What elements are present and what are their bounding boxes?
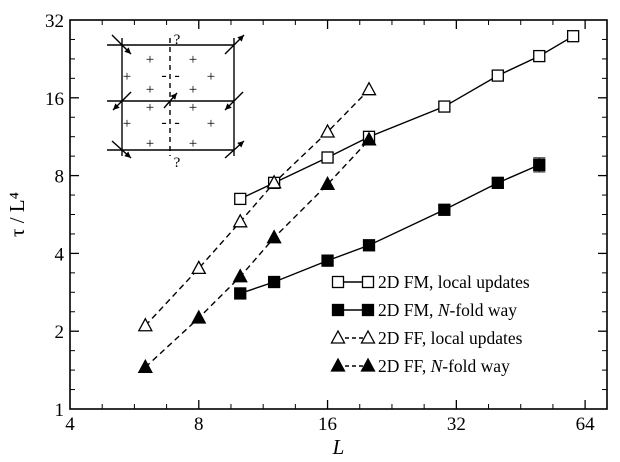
data-point xyxy=(533,49,546,63)
arrow-head xyxy=(237,35,244,42)
data-point xyxy=(266,229,282,244)
series-line xyxy=(144,139,370,368)
legend-marker xyxy=(360,357,376,372)
x-tick-label: 4 xyxy=(65,414,75,435)
data-point xyxy=(234,287,247,300)
y-tick-label: 4 xyxy=(55,244,65,265)
data-point xyxy=(361,81,377,96)
data-point xyxy=(321,151,334,164)
legend-label: 2D FF, local updates xyxy=(378,328,523,348)
spin-minus: - xyxy=(174,67,179,84)
series-0 xyxy=(234,30,580,206)
arrow-head xyxy=(124,151,131,158)
data-point xyxy=(362,239,376,252)
legend: 2D FM, local updates 2D FM, N-fold way 2D … xyxy=(330,272,530,376)
y-tick-label: 1 xyxy=(55,400,65,421)
arrow-head xyxy=(237,141,244,148)
series-3 xyxy=(137,131,377,373)
legend-marker xyxy=(361,303,375,317)
spin-plus: + xyxy=(146,136,154,152)
legend-marker xyxy=(361,275,375,289)
legend-marker xyxy=(331,275,345,289)
series-line xyxy=(239,35,574,200)
data-point xyxy=(321,254,334,267)
data-point xyxy=(137,317,153,332)
data-point xyxy=(234,192,247,206)
data-point xyxy=(191,309,207,324)
y-axis-label: τ / L⁴ xyxy=(5,192,29,237)
x-tick-label: 64 xyxy=(576,414,596,435)
spin-minus: - xyxy=(174,114,179,131)
x-axis-label: L xyxy=(332,435,345,459)
x-tick-label: 32 xyxy=(447,414,466,435)
spin-plus: + xyxy=(207,116,215,132)
spin-minus: - xyxy=(161,114,166,131)
y-tick-label: 8 xyxy=(55,167,65,188)
data-point xyxy=(438,203,451,216)
data-point xyxy=(361,131,377,146)
data-point xyxy=(232,213,248,228)
spin-plus: + xyxy=(123,116,131,132)
spin-plus: + xyxy=(146,82,154,98)
legend-marker xyxy=(330,329,346,344)
spin-plus: + xyxy=(123,69,131,85)
axes: 4 8 16 32 64 1 2 4 8 16 32 Lτ / L⁴ xyxy=(5,11,608,459)
legend-label: 2D FM, N-fold way xyxy=(378,300,517,320)
spin-plus: + xyxy=(207,69,215,85)
legend-label: 2D FM, local updates xyxy=(378,272,530,292)
data-point xyxy=(191,260,207,275)
arrow-head xyxy=(113,103,120,110)
data-point xyxy=(533,158,546,172)
data-point xyxy=(566,30,580,43)
spin-plus: + xyxy=(146,52,154,68)
data-point xyxy=(491,69,504,82)
data-point xyxy=(266,174,282,189)
y-tick-label: 2 xyxy=(55,322,65,343)
legend-marker xyxy=(360,329,376,344)
data-point xyxy=(267,275,281,289)
spin-plus: + xyxy=(189,136,197,152)
question-mark: ? xyxy=(174,32,181,48)
series-line xyxy=(144,89,370,327)
question-mark: ? xyxy=(174,155,181,171)
y-tick-label: 32 xyxy=(45,11,64,32)
spin-minus: - xyxy=(161,67,166,84)
data-point xyxy=(137,358,153,373)
lattice-inset: ??+ ++ ++ ++ ++ ++ +- -- - xyxy=(107,32,245,171)
arrow-head xyxy=(225,103,232,110)
x-tick-label: 8 xyxy=(194,414,204,435)
y-tick-label: 16 xyxy=(45,89,64,110)
x-tick-label: 16 xyxy=(318,414,337,435)
legend-label: 2D FF, N-fold way xyxy=(378,356,510,376)
spin-plus: + xyxy=(146,100,154,116)
arrow-head xyxy=(124,47,131,54)
series-1 xyxy=(234,157,546,300)
series-2 xyxy=(137,81,377,332)
data-point xyxy=(319,175,336,191)
data-point xyxy=(319,123,336,138)
data-point xyxy=(491,176,504,189)
series-layer xyxy=(137,30,580,373)
plot-frame xyxy=(69,19,608,410)
arrow-head xyxy=(170,93,177,100)
spin-plus: + xyxy=(189,52,197,68)
legend-marker xyxy=(330,357,346,372)
spin-plus: + xyxy=(189,100,197,116)
data-point xyxy=(438,100,451,113)
spin-plus: + xyxy=(189,82,197,98)
legend-marker xyxy=(331,303,345,317)
data-point xyxy=(232,268,248,283)
